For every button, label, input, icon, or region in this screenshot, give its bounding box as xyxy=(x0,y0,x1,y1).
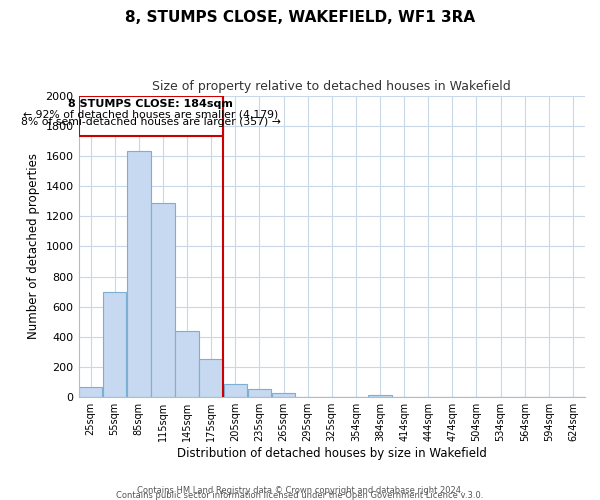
Y-axis label: Number of detached properties: Number of detached properties xyxy=(27,154,40,340)
Text: ← 92% of detached houses are smaller (4,179): ← 92% of detached houses are smaller (4,… xyxy=(23,109,278,119)
Bar xyxy=(103,292,127,397)
Bar xyxy=(368,395,392,397)
Bar xyxy=(248,390,271,397)
Text: Contains public sector information licensed under the Open Government Licence v.: Contains public sector information licen… xyxy=(116,491,484,500)
Bar xyxy=(151,204,175,397)
Bar xyxy=(79,96,223,136)
Bar xyxy=(199,359,223,397)
Text: Contains HM Land Registry data © Crown copyright and database right 2024.: Contains HM Land Registry data © Crown c… xyxy=(137,486,463,495)
Bar xyxy=(224,384,247,397)
Text: 8, STUMPS CLOSE, WAKEFIELD, WF1 3RA: 8, STUMPS CLOSE, WAKEFIELD, WF1 3RA xyxy=(125,10,475,25)
Text: 8% of semi-detached houses are larger (357) →: 8% of semi-detached houses are larger (3… xyxy=(21,118,281,128)
X-axis label: Distribution of detached houses by size in Wakefield: Distribution of detached houses by size … xyxy=(177,447,487,460)
Bar xyxy=(272,393,295,397)
Bar xyxy=(175,332,199,397)
Text: 8 STUMPS CLOSE: 184sqm: 8 STUMPS CLOSE: 184sqm xyxy=(68,100,233,110)
Bar xyxy=(79,387,102,397)
Bar xyxy=(127,150,151,397)
Title: Size of property relative to detached houses in Wakefield: Size of property relative to detached ho… xyxy=(152,80,511,93)
